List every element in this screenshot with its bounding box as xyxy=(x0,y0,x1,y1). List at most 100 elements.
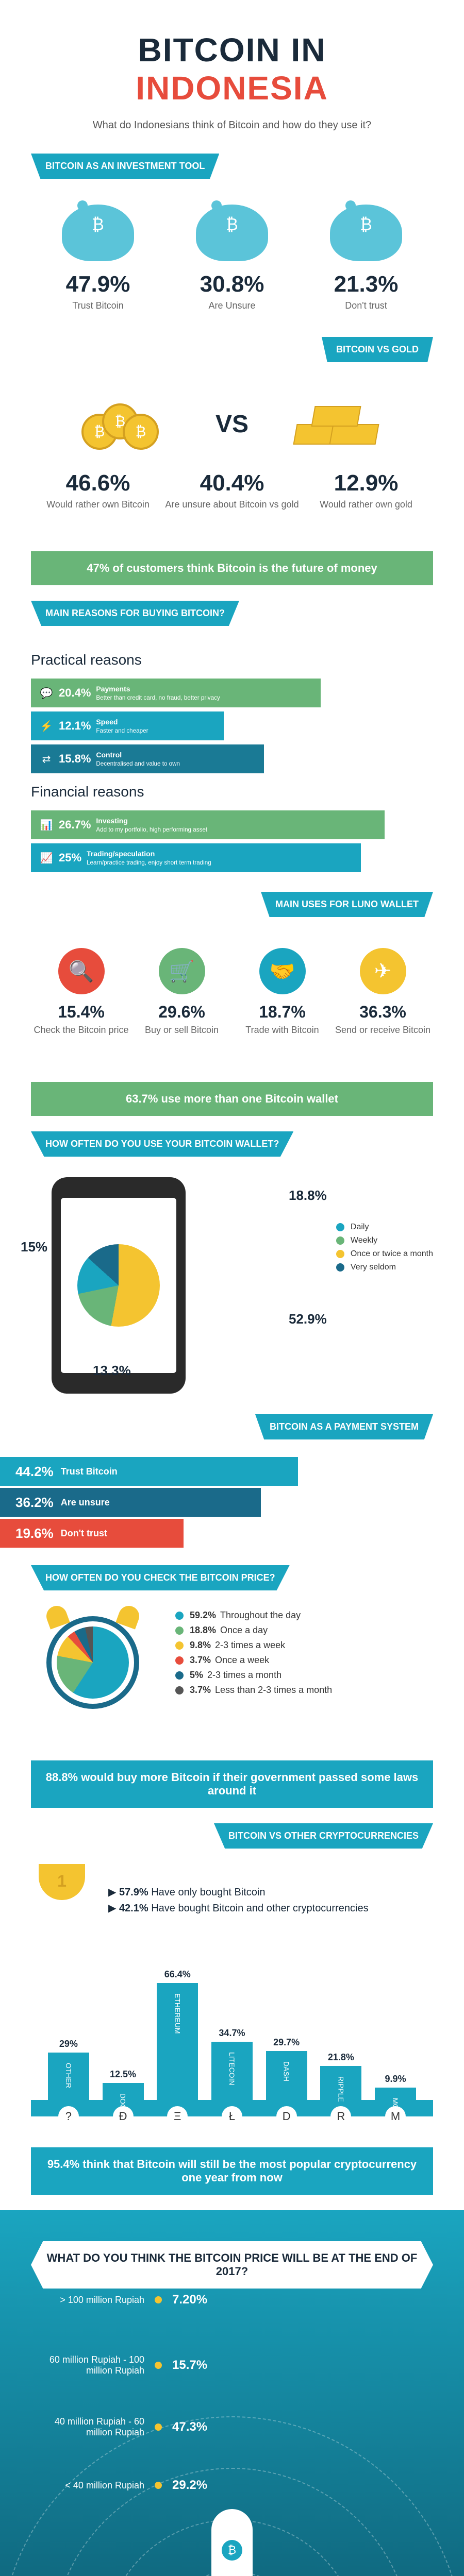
legend-item: Very seldom xyxy=(336,1263,433,1272)
stat-pct: 30.8% xyxy=(165,272,299,297)
wallet-pie-chart xyxy=(77,1244,160,1327)
section-tag-reasons: MAIN REASONS FOR BUYING BITCOIN? xyxy=(31,601,239,626)
future-money-banner: 47% of customers think Bitcoin is the fu… xyxy=(31,551,433,585)
crypto-section: ▶ 57.9% Have only bought Bitcoin ▶ 42.1%… xyxy=(0,1849,464,2132)
use-pct: 36.3% xyxy=(333,1003,433,1022)
legend-item: 18.8% Once a day xyxy=(175,1625,433,1636)
crypto-pct: 12.5% xyxy=(110,2069,136,2080)
frequency-section: 18.8%15%52.9%13.3% DailyWeeklyOnce or tw… xyxy=(0,1157,464,1414)
legend-item: 3.7%Less than 2-3 times a month xyxy=(175,1685,433,1696)
price-check-pie-chart xyxy=(57,1626,129,1699)
reason-pct: 26.7% xyxy=(59,818,91,832)
crypto-icon: R xyxy=(330,2106,351,2127)
legend-label: Once a week xyxy=(215,1655,269,1666)
reason-icon: 💬 xyxy=(39,686,54,700)
reason-bar: 💬20.4%PaymentsBetter than credit card, n… xyxy=(31,679,433,707)
crypto-name: LITECOIN xyxy=(228,2052,236,2086)
legend-dot xyxy=(175,1656,184,1665)
legend-item: Daily xyxy=(336,1223,433,1232)
gold-stat: 46.6%Would rather own Bitcoin xyxy=(31,470,165,510)
legend-pct: 18.8% xyxy=(190,1625,216,1636)
bitcoin-coins-icon: ₿₿₿ xyxy=(81,393,174,455)
legend-item: Once or twice a month xyxy=(336,1249,433,1259)
prediction-dot-icon xyxy=(155,2424,162,2431)
prediction-pct: 47.3% xyxy=(172,2420,207,2434)
legend-item: 59.2%Throughout the day xyxy=(175,1610,433,1621)
crypto-icon: Ð xyxy=(113,2106,134,2127)
crypto-pct: 29% xyxy=(59,2039,78,2049)
use-pct: 15.4% xyxy=(31,1003,131,1022)
crypto-bar: 29.7%DASHD xyxy=(266,2037,307,2116)
legend-dot xyxy=(336,1236,344,1245)
payment-bar: 44.2%Trust Bitcoin xyxy=(0,1457,298,1486)
section-tag-gold: BITCOIN VS GOLD xyxy=(322,337,433,362)
prediction-dot-icon xyxy=(155,2362,162,2369)
legend-label: Once a day xyxy=(220,1625,268,1636)
prediction-item: > 100 million Rupiah7.20% xyxy=(41,2293,207,2307)
stat-label: Are unsure about Bitcoin vs gold xyxy=(165,499,299,510)
section-tag-price-check: HOW OFTEN DO YOU CHECK THE BITCOIN PRICE… xyxy=(31,1565,290,1590)
uses-section: 🔍15.4%Check the Bitcoin price🛒29.6%Buy o… xyxy=(0,917,464,1066)
use-stat: 🤝18.7%Trade with Bitcoin xyxy=(232,948,333,1036)
stat-label: Would rather own Bitcoin xyxy=(31,499,165,510)
section-tag-investment: BITCOIN AS AN INVESTMENT TOOL xyxy=(31,154,219,179)
gold-stat: 12.9%Would rather own gold xyxy=(299,470,433,510)
rocket-icon xyxy=(201,2509,263,2576)
stat-label: Trust Bitcoin xyxy=(31,300,165,311)
use-stat: 🛒29.6%Buy or sell Bitcoin xyxy=(131,948,232,1036)
reason-text: InvestingAdd to my portfolio, high perfo… xyxy=(96,817,207,833)
piggy-icon xyxy=(330,205,402,261)
stat-label: Don't trust xyxy=(299,300,433,311)
payment-label: Trust Bitcoin xyxy=(61,1466,118,1477)
clock-icon xyxy=(31,1606,155,1730)
popular-crypto-banner: 95.4% think that Bitcoin will still be t… xyxy=(31,2147,433,2195)
legend-label: 2-3 times a week xyxy=(215,1640,285,1651)
crypto-bar: 29%OTHER? xyxy=(48,2039,89,2116)
piggy-icon xyxy=(62,205,134,261)
payment-bar: 36.2% Are unsure xyxy=(0,1488,261,1517)
crypto-bar: 21.8%RIPPLER xyxy=(320,2052,361,2116)
prediction-pct: 29.2% xyxy=(172,2478,207,2493)
title: BITCOIN ININDONESIA xyxy=(21,31,443,107)
use-pct: 18.7% xyxy=(232,1003,333,1022)
crypto-icon: ? xyxy=(58,2106,79,2127)
reason-text: Trading/speculationLearn/practice tradin… xyxy=(87,850,211,866)
payment-label: Are unsure xyxy=(61,1497,110,1508)
pie-callout: 52.9% xyxy=(289,1311,327,1327)
header: BITCOIN ININDONESIA What do Indonesians … xyxy=(0,0,464,154)
legend-pct: 3.7% xyxy=(190,1655,211,1666)
prediction-dot-icon xyxy=(155,2296,162,2303)
use-icon: ✈ xyxy=(360,948,406,994)
legend-dot xyxy=(175,1671,184,1680)
reason-icon: 📈 xyxy=(39,851,54,865)
prediction-pct: 15.7% xyxy=(172,2358,207,2372)
legend-label: Throughout the day xyxy=(220,1610,301,1621)
payment-pct: 36.2% xyxy=(15,1495,54,1511)
prediction-label: < 40 million Rupiah xyxy=(41,2480,144,2491)
legend-dot xyxy=(336,1250,344,1258)
piggy-stat: 21.3%Don't trust xyxy=(299,205,433,311)
financial-heading: Financial reasons xyxy=(31,784,433,800)
legend-dot xyxy=(336,1263,344,1272)
legend-item: Weekly xyxy=(336,1236,433,1245)
crypto-bar: 66.4%ETHEREUMΞ xyxy=(157,1969,198,2116)
reason-pct: 20.4% xyxy=(59,686,91,700)
crypto-icon: Ł xyxy=(222,2106,242,2127)
legend-dot xyxy=(175,1612,184,1620)
subtitle: What do Indonesians think of Bitcoin and… xyxy=(21,117,443,133)
section-tag-crypto: BITCOIN VS OTHER CRYPTOCURRENCIES xyxy=(214,1823,433,1849)
payment-section: 44.2%Trust Bitcoin 36.2% Are unsure 19.6%Do… xyxy=(0,1439,464,1565)
legend-label: Less than 2-3 times a month xyxy=(215,1685,332,1696)
section-tag-frequency: HOW OFTEN DO YOU USE YOUR BITCOIN WALLET… xyxy=(31,1131,293,1157)
payment-pct: 19.6% xyxy=(15,1526,54,1541)
reason-pct: 15.8% xyxy=(59,752,91,766)
payment-bar: 19.6%Don't trust xyxy=(0,1519,184,1548)
investment-section: 47.9%Trust Bitcoin30.8%Are Unsure21.3%Do… xyxy=(0,179,464,337)
crypto-name: RIPPLE xyxy=(337,2076,345,2102)
practical-heading: Practical reasons xyxy=(31,652,433,668)
crypto-name: ETHEREUM xyxy=(173,1993,181,2034)
prediction-label: > 100 million Rupiah xyxy=(41,2295,144,2306)
reason-pct: 12.1% xyxy=(59,719,91,733)
stat-label: Are Unsure xyxy=(165,300,299,311)
crypto-bar: 34.7%LITECOINŁ xyxy=(211,2028,253,2116)
